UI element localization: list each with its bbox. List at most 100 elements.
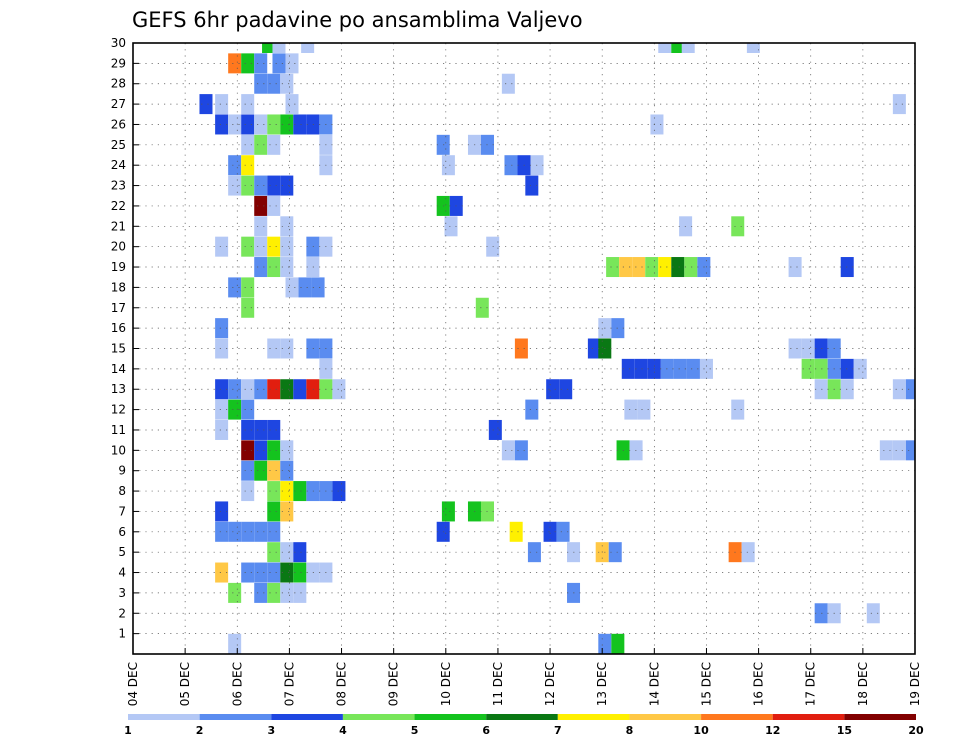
chart-title: GEFS 6hr padavine po ansamblima Valjevo [132,8,583,32]
heatmap-cell [254,53,268,74]
heatmap-cell [892,94,906,115]
y-tick-label: 5 [118,545,126,559]
y-tick-label: 4 [118,566,126,580]
y-tick-label: 23 [111,179,126,193]
heatmap-cell [228,277,242,298]
y-tick-label: 3 [118,586,126,600]
grid-lines [133,43,915,654]
heatmap-cell [241,460,255,481]
heatmap-cell [587,338,601,359]
y-tick-label: 21 [111,219,126,233]
heatmap-cell [228,155,242,176]
heatmap-cell [241,155,255,176]
heatmap-cell [254,175,268,196]
heatmap-cell [267,114,281,135]
y-tick-label: 20 [111,240,126,254]
heatmap-cell [215,318,229,339]
x-tick-label: 11 DEC [491,662,505,706]
heatmap-cell [215,419,229,440]
heatmap-cell [267,481,281,502]
heatmap-cell [241,419,255,440]
x-tick-label: 09 DEC [387,662,401,706]
colorbar-segment [199,714,272,720]
colorbar-label: 20 [908,724,924,737]
heatmap-cell [619,257,633,278]
heatmap-cell [228,521,242,542]
x-tick-label: 06 DEC [230,662,244,706]
heatmap-cell [215,94,229,115]
heatmap-cell [254,582,268,603]
heatmap-cell [525,399,539,420]
colorbar-label: 2 [196,724,204,737]
heatmap-cell [215,338,229,359]
heatmap-cell [215,379,229,400]
heatmap-cell [241,440,255,461]
heatmap-cell [280,338,294,359]
heatmap-cell [254,195,268,216]
heatmap-cell [254,562,268,583]
y-tick-label: 17 [111,301,126,315]
heatmap-cell [892,440,906,461]
heatmap-cell [241,114,255,135]
heatmap-cell [527,542,541,563]
y-tick-label: 29 [111,56,126,70]
heatmap-cell [556,521,570,542]
heatmap-cell [514,440,528,461]
heatmap-cell [241,94,255,115]
heatmap-cell [267,460,281,481]
heatmap-cell [228,53,242,74]
y-tick-label: 18 [111,280,126,294]
heatmap-cell [254,73,268,94]
colorbar-label: 12 [765,724,780,737]
heatmap-cell [684,257,698,278]
heatmap-cell [905,440,915,461]
heatmap-cell [814,358,828,379]
heatmap-cell [280,175,294,196]
heatmap-cell [262,43,276,53]
y-tick-label: 7 [118,504,126,518]
y-axis: 1234567891011121314151617181920212223242… [111,36,139,641]
heatmap-cell [853,358,867,379]
heatmap-cell [241,297,255,318]
colorbar-segment [486,714,558,720]
heatmap-cell [254,440,268,461]
y-tick-label: 1 [118,627,126,641]
heatmap-cell [254,521,268,542]
heatmap-cell [267,440,281,461]
colorbar-segment [772,714,845,720]
x-tick-label: 10 DEC [439,662,453,706]
heatmap-cell [272,43,286,53]
colorbar-segment [844,714,916,720]
y-tick-label: 14 [111,362,126,376]
y-tick-label: 16 [111,321,126,335]
colorbar-segment [701,714,773,720]
heatmap-cell [272,53,286,74]
heatmap-cell [546,379,560,400]
y-tick-label: 28 [111,77,126,91]
heatmap-cell [254,257,268,278]
x-tick-label: 07 DEC [282,662,296,706]
heatmap-cell [267,419,281,440]
heatmap-cell [741,542,755,563]
heatmap-cell [280,582,294,603]
colorbar: 1 2 3 4 5 6 7 8 10 12 15 20 [124,714,924,737]
heatmap-cell [267,236,281,257]
heatmap-cell [285,53,299,74]
x-tick-label: 15 DEC [699,662,713,706]
heatmap-cell [241,53,255,74]
heatmap-cell [241,175,255,196]
heatmap-cell [814,379,828,400]
x-tick-label: 05 DEC [178,662,192,706]
colorbar-segment [271,714,343,720]
x-tick-label: 12 DEC [543,662,557,706]
heatmap-cell [241,399,255,420]
heatmap-cell [293,481,307,502]
heatmap-cell [671,43,685,53]
heatmap-cell [658,43,672,53]
heatmap-cell [254,379,268,400]
heatmap-cell [624,399,638,420]
y-tick-label: 6 [118,525,126,539]
heatmap-cell [267,73,281,94]
heatmap-cell [215,521,229,542]
heatmap-cell [525,175,539,196]
